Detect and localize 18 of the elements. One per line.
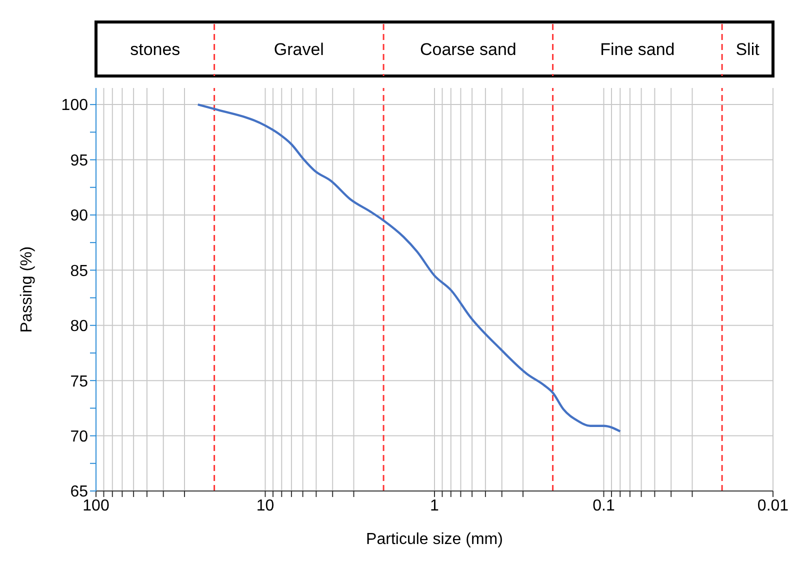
x-tick-label: 1 <box>430 497 440 514</box>
y-tick-label: 100 <box>61 97 88 114</box>
y-tick-label: 90 <box>70 208 88 225</box>
y-tick-label: 80 <box>70 318 88 336</box>
text: Slit <box>736 40 760 59</box>
y-axis-title: Passing (%) <box>18 246 36 333</box>
x-axis-title: Particule size (mm) <box>366 531 503 548</box>
y-tick-label: 70 <box>70 428 88 446</box>
text: stones <box>130 40 180 59</box>
text: Gravel <box>274 40 324 59</box>
x-tick-label: 0.01 <box>757 497 789 514</box>
x-tick-label: 0.1 <box>592 497 615 514</box>
x-tick-label: 10 <box>256 497 274 514</box>
text: Coarse sand <box>420 40 516 59</box>
text: Fine sand <box>600 40 675 59</box>
y-tick-label: 75 <box>70 373 88 390</box>
y-tick-label: 95 <box>70 152 88 170</box>
y-tick-label: 85 <box>70 262 88 280</box>
